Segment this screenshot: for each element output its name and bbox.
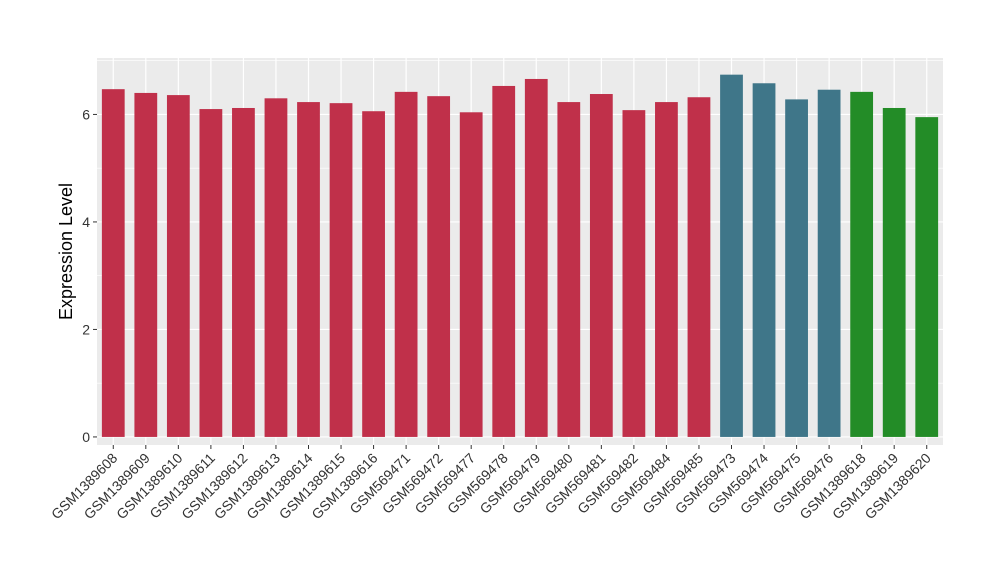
bar: [232, 107, 255, 437]
bar: [134, 92, 158, 437]
x-axis: GSM1389608GSM1389609GSM1389610GSM1389611…: [48, 445, 934, 522]
y-axis-title: Expression Level: [56, 183, 76, 320]
bar: [915, 117, 939, 437]
y-tick-label: 4: [82, 214, 90, 230]
bar: [785, 99, 808, 437]
bar: [817, 89, 841, 437]
y-tick-label: 0: [82, 429, 90, 445]
bar: [427, 96, 451, 437]
bars: [101, 74, 939, 437]
bar: [394, 91, 418, 437]
bar: [557, 102, 581, 437]
bar: [524, 78, 548, 437]
y-tick-label: 2: [82, 321, 90, 337]
bar: [199, 109, 223, 437]
bar: [720, 74, 743, 437]
bar: [589, 94, 613, 437]
bar: [850, 91, 874, 437]
bar: [752, 83, 776, 437]
bar: [166, 95, 190, 437]
bar: [655, 102, 678, 437]
y-tick-label: 6: [82, 106, 90, 122]
bar: [622, 110, 646, 437]
bar: [329, 103, 353, 437]
plot-panel: [97, 58, 943, 445]
bar: [101, 89, 125, 437]
bar: [687, 97, 711, 437]
bar: [264, 98, 288, 437]
bar: [362, 111, 385, 437]
y-axis: 0 2 4 6: [82, 106, 97, 445]
bar: [297, 102, 320, 437]
bar: [459, 112, 483, 437]
bar: [882, 107, 906, 437]
bar: [492, 85, 516, 437]
